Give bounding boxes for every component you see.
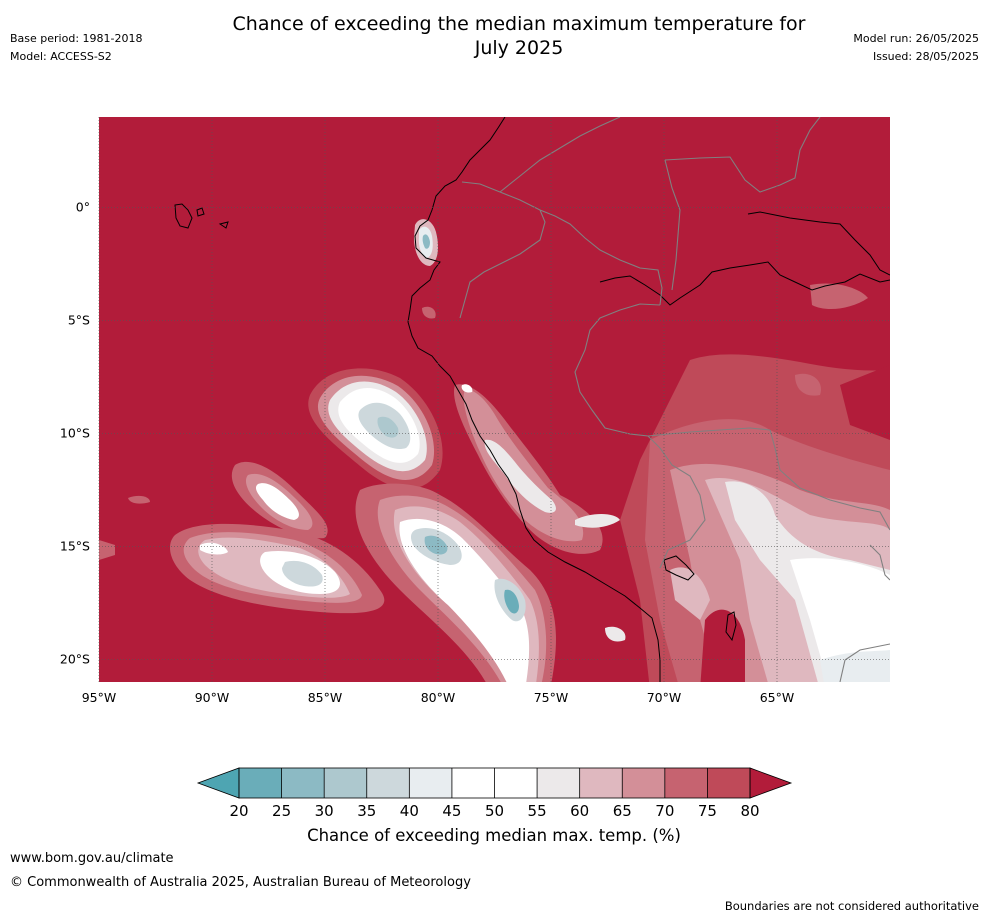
colorbar-tick-label: 80 — [740, 802, 759, 820]
anomaly-blob-ecuador — [414, 219, 438, 319]
lon-tick-label: 70°W — [647, 690, 682, 705]
colorbar-tick-label: 75 — [698, 802, 717, 820]
colorbar-swatch — [664, 768, 708, 798]
map-panel — [99, 117, 890, 682]
colorbar-swatch — [239, 768, 282, 798]
anomaly-blob-central-pacific — [308, 368, 443, 489]
map-title: Chance of exceeding the median maximum t… — [0, 12, 988, 60]
colorbar-under-arrow — [196, 767, 240, 799]
colorbar-swatch — [707, 768, 750, 798]
colorbar-tick-label: 50 — [485, 802, 504, 820]
colorbar-frame — [238, 767, 751, 799]
colorbar-tick-label: 70 — [655, 802, 674, 820]
lat-tick-label: 0° — [76, 199, 90, 214]
meta-left: Base period: 1981-2018 Model: ACCESS-S2 — [10, 30, 142, 66]
coastlines — [174, 117, 890, 682]
disclaimer-text: Boundaries are not considered authoritat… — [724, 899, 979, 913]
gridlines — [98, 117, 890, 682]
title-line-1: Chance of exceeding the median maximum t… — [232, 13, 806, 35]
colorbar-tick-label: 45 — [442, 802, 461, 820]
colorbar-tick-label: 65 — [613, 802, 632, 820]
anomaly-blob-peru-coast — [355, 483, 556, 682]
colorbar-swatch — [579, 768, 623, 798]
lat-tick-label: 10°S — [60, 425, 90, 440]
colorbar-tick-label: 35 — [357, 802, 376, 820]
latitude-labels: 0° 5°S 10°S 15°S 20°S — [60, 199, 90, 666]
anomaly-patch-small — [128, 495, 150, 504]
colorbar-over-arrow — [749, 767, 793, 799]
copyright-text: © Commonwealth of Australia 2025, Austra… — [10, 875, 471, 890]
anomaly-patch-west-edge — [99, 540, 115, 560]
colorbar-tick-label: 60 — [570, 802, 589, 820]
colorbar-swatch — [622, 768, 665, 798]
colorbar-swatch — [409, 768, 452, 798]
lon-tick-label: 90°W — [195, 690, 230, 705]
model-run: Model run: 26/05/2025 — [853, 32, 979, 45]
colorbar-label: Chance of exceeding median max. temp. (%… — [307, 826, 681, 845]
anomaly-strip-andes — [454, 384, 626, 642]
colorbar-swatch — [281, 768, 325, 798]
lon-tick-label: 80°W — [421, 690, 456, 705]
lat-tick-label: 15°S — [60, 538, 90, 553]
colorbar: 20 25 30 35 40 45 50 55 60 65 70 75 80 — [196, 767, 793, 820]
colorbar-tick-label: 55 — [528, 802, 547, 820]
issued-date: Issued: 28/05/2025 — [872, 50, 979, 63]
model-name: Model: ACCESS-S2 — [10, 50, 112, 63]
colorbar-tick-label: 25 — [272, 802, 291, 820]
base-period: Base period: 1981-2018 — [10, 32, 143, 45]
title-line-2: July 2025 — [474, 37, 564, 59]
lon-tick-label: 85°W — [308, 690, 343, 705]
meta-right: Model run: 26/05/2025 Issued: 28/05/2025 — [853, 30, 979, 66]
anomaly-blob-far-west — [231, 461, 328, 539]
lon-tick-label: 75°W — [534, 690, 569, 705]
longitude-labels: 95°W 90°W 85°W 80°W 75°W 70°W 65°W — [82, 690, 795, 705]
colorbar-tick-label: 40 — [400, 802, 419, 820]
colorbar-swatch — [537, 768, 580, 798]
colorbar-tick-label: 20 — [229, 802, 248, 820]
colorbar-swatch — [451, 768, 495, 798]
lon-tick-label: 95°W — [82, 690, 117, 705]
lat-tick-label: 20°S — [60, 651, 90, 666]
colorbar-swatch — [324, 768, 367, 798]
colorbar-tick-label: 30 — [315, 802, 334, 820]
colorbar-swatch — [494, 768, 538, 798]
lat-tick-label: 5°S — [68, 312, 90, 327]
bom-link[interactable]: www.bom.gov.au/climate — [10, 851, 174, 866]
country-borders — [459, 117, 890, 682]
eastern-anomaly-region — [620, 283, 890, 682]
lon-tick-label: 65°W — [760, 690, 795, 705]
colorbar-swatch — [366, 768, 410, 798]
